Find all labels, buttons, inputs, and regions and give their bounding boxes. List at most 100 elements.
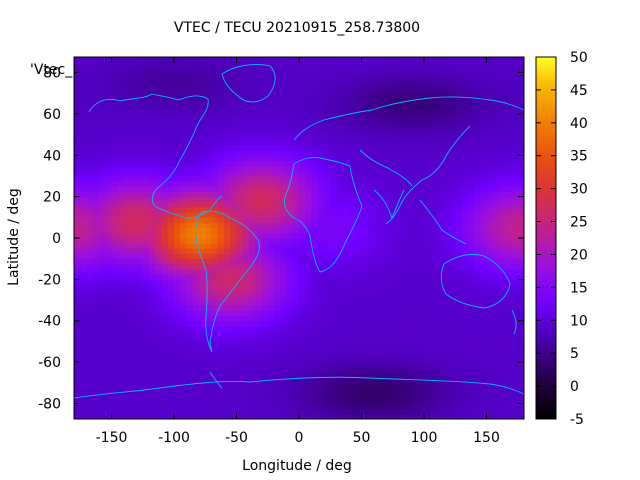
heatmap-cell — [342, 393, 350, 399]
heatmap-cell — [230, 170, 237, 177]
heatmap-cell — [74, 165, 81, 172]
heatmap-cell — [149, 217, 156, 223]
heatmap-cell — [192, 62, 200, 68]
heatmap-cell — [455, 160, 462, 166]
heatmap-cell — [342, 212, 350, 218]
heatmap-cell — [286, 155, 294, 161]
heatmap-cell — [305, 356, 312, 363]
heatmap-cell — [274, 119, 281, 125]
heatmap-cell — [480, 113, 487, 120]
heatmap-cell — [192, 382, 200, 389]
heatmap-cell — [361, 170, 369, 177]
heatmap-cell — [286, 325, 294, 332]
heatmap-cell — [311, 367, 319, 373]
heatmap-cell — [80, 320, 87, 327]
heatmap-cell — [505, 160, 512, 166]
heatmap-cell — [167, 315, 175, 322]
heatmap-cell — [167, 217, 175, 223]
heatmap-cell — [167, 98, 175, 104]
heatmap-cell — [392, 222, 400, 229]
heatmap-cell — [361, 222, 369, 229]
heatmap-cell — [424, 175, 431, 182]
heatmap-cell — [236, 269, 244, 275]
heatmap-cell — [117, 139, 125, 146]
heatmap-cell — [280, 88, 287, 94]
heatmap-cell — [405, 77, 412, 84]
heatmap-cell — [142, 393, 150, 399]
heatmap-cell — [274, 274, 281, 280]
heatmap-cell — [236, 82, 244, 89]
heatmap-cell — [449, 372, 456, 379]
heatmap-cell — [349, 377, 356, 384]
heatmap-cell — [255, 346, 262, 353]
heatmap-cell — [374, 253, 381, 260]
heatmap-cell — [499, 253, 506, 260]
heatmap-cell — [499, 186, 506, 192]
heatmap-cell — [411, 346, 419, 353]
heatmap-cell — [117, 269, 125, 275]
heatmap-cell — [136, 82, 144, 89]
heatmap-cell — [217, 206, 225, 213]
heatmap-cell — [186, 305, 194, 311]
heatmap-cell — [336, 387, 344, 394]
heatmap-cell — [99, 274, 106, 280]
heatmap-cell — [499, 408, 506, 415]
heatmap-cell — [142, 362, 150, 368]
heatmap-cell — [92, 62, 100, 68]
heatmap-cell — [349, 181, 356, 187]
heatmap-cell — [124, 170, 131, 177]
heatmap-cell — [305, 253, 312, 260]
heatmap-cell — [324, 393, 331, 399]
heatmap-cell — [80, 403, 87, 410]
heatmap-cell — [411, 170, 419, 177]
heatmap-cell — [480, 382, 487, 389]
heatmap-cell — [361, 300, 369, 306]
heatmap-cell — [211, 367, 219, 373]
heatmap-cell — [486, 351, 494, 358]
heatmap-cell — [117, 243, 125, 249]
heatmap-cell — [349, 72, 356, 79]
heatmap-cell — [180, 222, 187, 229]
heatmap-cell — [374, 377, 381, 384]
heatmap-cell — [449, 196, 456, 203]
heatmap-cell — [330, 305, 337, 311]
heatmap-cell — [399, 413, 406, 419]
heatmap-cell — [361, 408, 369, 415]
heatmap-cell — [367, 196, 375, 203]
heatmap-cell — [436, 274, 444, 280]
heatmap-cell — [211, 372, 219, 379]
heatmap-cell — [261, 310, 269, 316]
heatmap-cell — [199, 310, 206, 316]
heatmap-cell — [324, 165, 331, 172]
heatmap-cell — [280, 331, 287, 337]
heatmap-cell — [199, 279, 206, 285]
heatmap-cell — [299, 98, 306, 104]
heatmap-cell — [99, 222, 106, 229]
heatmap-cell — [86, 398, 94, 404]
heatmap-cell — [180, 108, 187, 115]
heatmap-cell — [492, 294, 500, 301]
heatmap-cell — [274, 175, 281, 182]
heatmap-cell — [361, 227, 369, 234]
heatmap-cell — [492, 351, 500, 358]
heatmap-cell — [80, 387, 87, 394]
heatmap-cell — [386, 274, 394, 280]
heatmap-cell — [205, 175, 212, 182]
heatmap-cell — [405, 217, 412, 223]
heatmap-cell — [492, 367, 500, 373]
heatmap-cell — [186, 310, 194, 316]
heatmap-cell — [330, 124, 337, 130]
heatmap-cell — [199, 331, 206, 337]
heatmap-cell — [167, 67, 175, 73]
heatmap-cell — [486, 108, 494, 115]
heatmap-cell — [199, 274, 206, 280]
heatmap-cell — [249, 227, 256, 234]
heatmap-cell — [74, 129, 81, 135]
heatmap-cell — [336, 393, 344, 399]
heatmap-cell — [111, 403, 119, 410]
heatmap-cell — [199, 300, 206, 306]
heatmap-cell — [405, 310, 412, 316]
heatmap-cell — [249, 212, 256, 218]
heatmap-cell — [142, 248, 150, 254]
heatmap-cell — [324, 144, 331, 151]
